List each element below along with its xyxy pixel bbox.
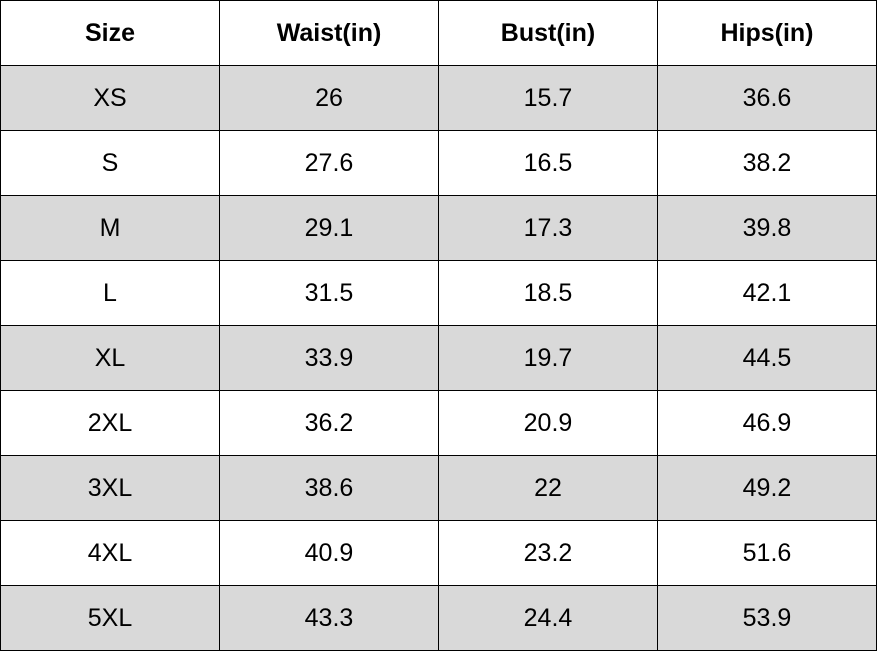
table-cell: 29.1 [220,196,438,260]
table-cell: 33.9 [220,326,438,390]
table-cell: 22 [439,456,657,520]
table-cell: 38.6 [220,456,438,520]
header-cell: Bust(in) [439,1,657,65]
table-cell: 27.6 [220,131,438,195]
table-cell: 38.2 [658,131,876,195]
table-cell: 44.5 [658,326,876,390]
table-cell: 4XL [1,521,219,585]
table-cell: 19.7 [439,326,657,390]
table-cell: 53.9 [658,586,876,650]
table-cell: 51.6 [658,521,876,585]
table-cell: 42.1 [658,261,876,325]
table-cell: L [1,261,219,325]
table-cell: XS [1,66,219,130]
table-cell: 40.9 [220,521,438,585]
table-cell: 17.3 [439,196,657,260]
table-cell: 46.9 [658,391,876,455]
table-cell: XL [1,326,219,390]
header-cell: Waist(in) [220,1,438,65]
table-cell: M [1,196,219,260]
table-cell: 43.3 [220,586,438,650]
header-cell: Hips(in) [658,1,876,65]
table-cell: 15.7 [439,66,657,130]
table-cell: 36.6 [658,66,876,130]
table-cell: 16.5 [439,131,657,195]
table-cell: 24.4 [439,586,657,650]
table-cell: 5XL [1,586,219,650]
table-cell: 3XL [1,456,219,520]
table-cell: 2XL [1,391,219,455]
table-cell: 18.5 [439,261,657,325]
table-cell: 20.9 [439,391,657,455]
table-cell: 23.2 [439,521,657,585]
table-cell: 36.2 [220,391,438,455]
table-cell: 26 [220,66,438,130]
table-cell: 49.2 [658,456,876,520]
table-cell: 31.5 [220,261,438,325]
header-cell: Size [1,1,219,65]
table-cell: 39.8 [658,196,876,260]
table-cell: S [1,131,219,195]
